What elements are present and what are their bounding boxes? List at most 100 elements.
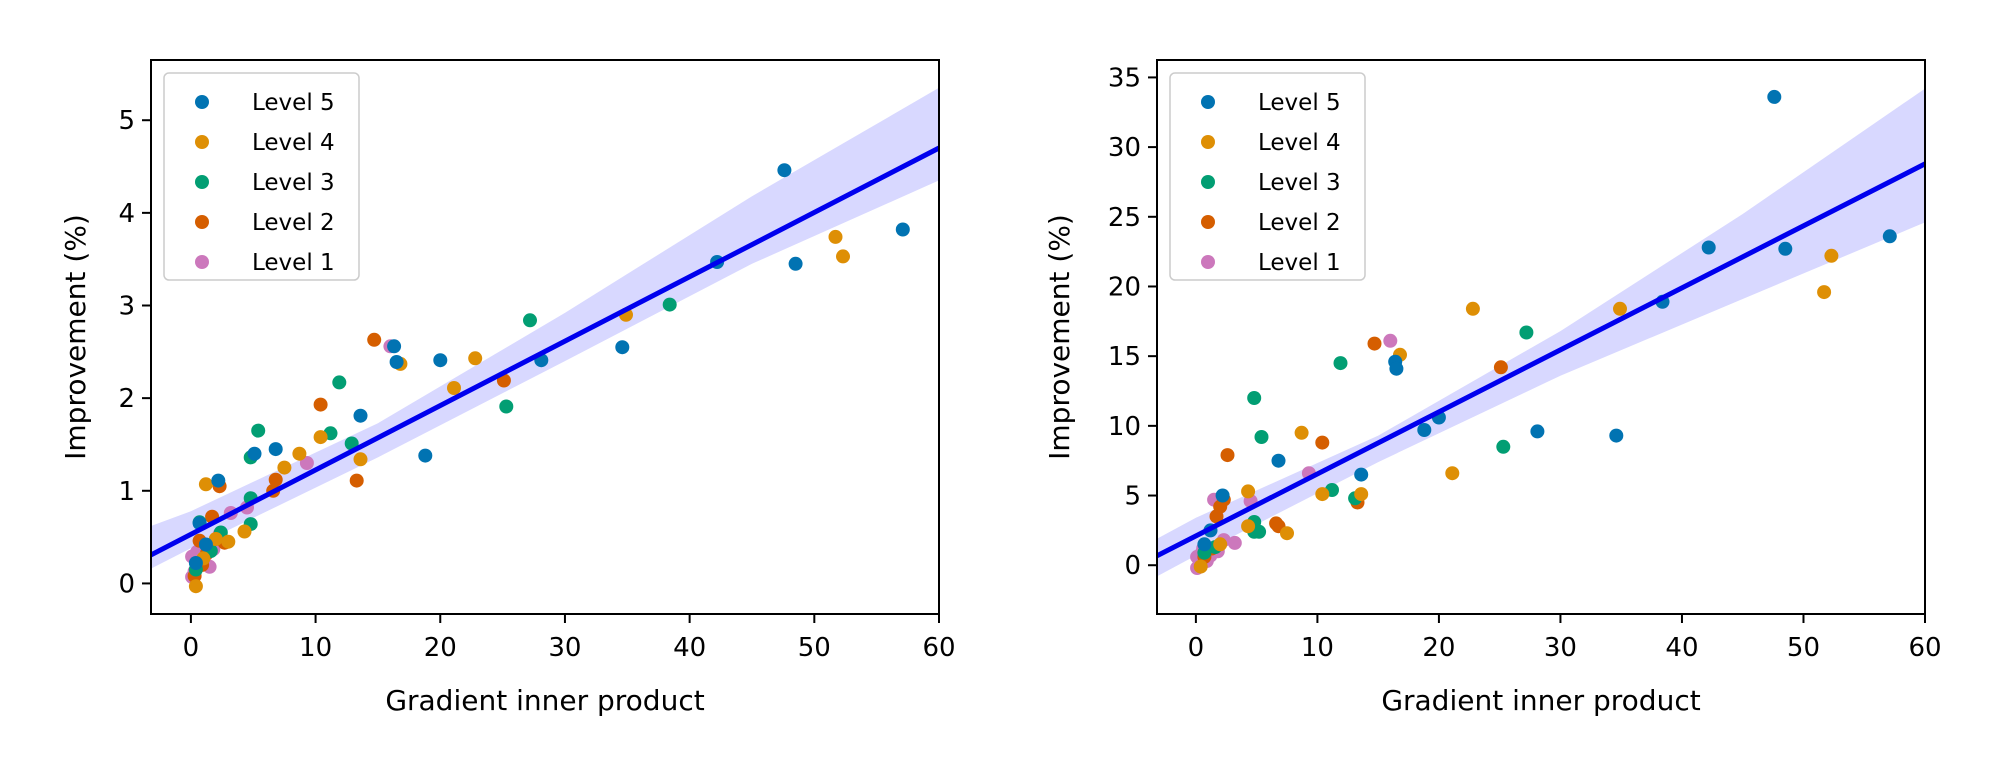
data-point bbox=[1493, 360, 1508, 375]
data-point bbox=[836, 249, 850, 264]
data-point bbox=[389, 355, 404, 369]
x-tick-label: 30 bbox=[548, 633, 581, 663]
plot-area bbox=[1157, 88, 1925, 577]
legend-label: Level 3 bbox=[1258, 170, 1341, 196]
regression-line bbox=[1157, 161, 1925, 559]
legend-label: Level 4 bbox=[252, 130, 335, 156]
data-point bbox=[1193, 559, 1208, 574]
y-tick-label: 10 bbox=[1108, 412, 1141, 442]
x-tick-label: 10 bbox=[299, 633, 332, 663]
data-point bbox=[1315, 435, 1330, 450]
x-tick-label: 60 bbox=[922, 633, 955, 663]
data-point bbox=[198, 537, 213, 552]
x-tick-label: 10 bbox=[1301, 633, 1334, 663]
data-point bbox=[1333, 356, 1348, 371]
data-point bbox=[353, 452, 368, 467]
data-point bbox=[1519, 325, 1534, 340]
legend-marker bbox=[195, 95, 209, 109]
legend-box bbox=[163, 72, 360, 281]
y-tick-label: 25 bbox=[1108, 203, 1141, 233]
data-point bbox=[418, 448, 433, 463]
y-tick-label: 4 bbox=[118, 199, 135, 229]
data-point bbox=[1254, 430, 1269, 444]
data-point bbox=[268, 442, 283, 457]
data-point bbox=[523, 313, 537, 328]
y-tick-label: 30 bbox=[1108, 133, 1141, 163]
y-axis-label: Improvement (%) bbox=[59, 214, 92, 460]
data-point bbox=[1445, 466, 1460, 481]
data-point bbox=[1882, 229, 1897, 244]
legend-marker bbox=[1201, 215, 1215, 229]
data-point bbox=[313, 397, 328, 412]
legend-label: Level 2 bbox=[1258, 210, 1341, 236]
legend-label: Level 2 bbox=[252, 210, 335, 236]
x-tick-label: 60 bbox=[1908, 633, 1941, 663]
data-point bbox=[1701, 240, 1716, 255]
data-point bbox=[1241, 484, 1256, 499]
data-point bbox=[447, 381, 461, 395]
data-point bbox=[1465, 301, 1480, 316]
y-tick-label: 0 bbox=[118, 569, 135, 599]
y-tick-label: 5 bbox=[1124, 482, 1141, 512]
legend-label: Level 5 bbox=[252, 90, 335, 116]
x-tick-label: 50 bbox=[1787, 633, 1820, 663]
data-point bbox=[211, 473, 226, 488]
data-point bbox=[499, 399, 514, 414]
y-tick-label: 35 bbox=[1108, 63, 1141, 93]
data-point bbox=[1389, 361, 1404, 376]
data-point bbox=[1530, 424, 1545, 439]
data-point bbox=[1778, 241, 1793, 256]
x-tick-label: 20 bbox=[1422, 633, 1455, 663]
data-point bbox=[1197, 537, 1212, 552]
data-point bbox=[828, 229, 843, 244]
data-point bbox=[237, 524, 252, 539]
data-point bbox=[1252, 524, 1267, 539]
data-point bbox=[387, 339, 402, 354]
y-tick-label: 2 bbox=[118, 384, 135, 414]
data-point bbox=[1609, 428, 1624, 443]
data-point bbox=[1383, 333, 1398, 348]
y-tick-label: 20 bbox=[1108, 272, 1141, 302]
regression-line bbox=[151, 145, 939, 558]
x-tick-label: 20 bbox=[424, 633, 457, 663]
y-tick-label: 15 bbox=[1108, 342, 1141, 372]
data-point bbox=[1824, 248, 1839, 263]
x-axis-label: Gradient inner product bbox=[385, 684, 704, 717]
data-point bbox=[277, 460, 292, 475]
x-tick-label: 30 bbox=[1544, 633, 1577, 663]
data-point bbox=[332, 375, 347, 390]
data-point bbox=[1271, 453, 1286, 468]
data-point bbox=[1367, 336, 1382, 351]
data-point bbox=[433, 353, 448, 368]
legend-marker bbox=[1201, 255, 1215, 269]
data-point bbox=[292, 446, 307, 461]
data-point bbox=[367, 332, 382, 347]
legend-marker bbox=[195, 175, 209, 189]
data-point bbox=[353, 408, 368, 423]
legend-label: Level 4 bbox=[1258, 130, 1341, 156]
data-point bbox=[777, 163, 792, 178]
data-point bbox=[1227, 535, 1242, 550]
x-tick-label: 0 bbox=[1188, 633, 1205, 663]
data-point bbox=[247, 446, 262, 461]
data-point bbox=[615, 340, 630, 355]
data-point bbox=[1213, 499, 1228, 514]
data-point bbox=[1280, 526, 1294, 541]
data-point bbox=[188, 579, 203, 594]
data-point bbox=[1767, 89, 1782, 104]
data-point bbox=[1247, 391, 1262, 405]
x-axis-label: Gradient inner product bbox=[1381, 684, 1700, 717]
y-tick-label: 3 bbox=[118, 292, 135, 322]
legend-label: Level 3 bbox=[252, 170, 335, 196]
data-point bbox=[221, 534, 236, 549]
data-point bbox=[268, 472, 283, 487]
data-point bbox=[1817, 285, 1832, 300]
axes-frame bbox=[150, 59, 940, 615]
x-tick-label: 50 bbox=[798, 633, 831, 663]
data-point bbox=[188, 556, 203, 570]
confidence-band bbox=[1157, 88, 1925, 577]
legend-marker bbox=[195, 135, 209, 149]
data-point bbox=[299, 456, 314, 470]
data-point bbox=[1220, 448, 1235, 463]
